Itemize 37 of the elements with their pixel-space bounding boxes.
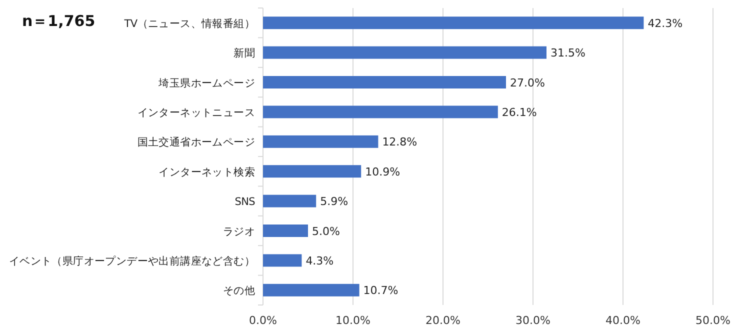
y-tick-label: 新聞: [234, 46, 256, 60]
bar: [263, 76, 506, 88]
data-label: 26.1%: [502, 106, 537, 119]
data-label: 10.7%: [363, 284, 398, 298]
y-tick-label: TV（ニュース、情報番組）: [123, 16, 255, 30]
y-tick-label: イベント（県庁オープンデーや出前講座など含む）: [8, 254, 255, 268]
bar: [263, 194, 316, 208]
data-label: 5.0%: [312, 224, 340, 238]
data-label: 12.8%: [382, 136, 418, 149]
y-tick-label: 埼玉県ホームページ: [158, 77, 256, 90]
data-label: 42.3%: [648, 16, 683, 30]
bar: [263, 46, 546, 59]
bar: [263, 135, 378, 148]
data-label: 5.9%: [320, 195, 348, 208]
data-label: 27.0%: [510, 76, 545, 90]
y-tick-label: インターネットニュース: [137, 106, 255, 119]
text: n＝1,765: [22, 12, 96, 30]
y-tick-label: ラジオ: [222, 226, 255, 238]
x-tick-label: 50.0%: [696, 314, 730, 327]
x-tick-label: 10.0%: [336, 314, 370, 327]
data-label: 31.5%: [550, 46, 586, 60]
bar: [263, 284, 360, 296]
x-tick-label: 0.0%: [249, 314, 277, 327]
y-tick-label: その他: [222, 285, 256, 298]
x-tick-label: 30.0%: [516, 314, 550, 327]
bar: [263, 254, 302, 267]
bar: [263, 224, 308, 237]
y-tick-label: インターネット検索: [158, 165, 256, 178]
data-label: 10.9%: [365, 165, 400, 178]
x-tick-label: 40.0%: [606, 314, 640, 327]
data-label: 4.3%: [306, 254, 334, 268]
y-tick-label: SNS: [234, 196, 256, 208]
x-tick-label: 20.0%: [426, 314, 460, 327]
bar: [263, 106, 498, 118]
bar: [263, 16, 644, 30]
bar: [263, 165, 362, 178]
y-tick-label: 国土交通省ホームページ: [137, 136, 256, 149]
